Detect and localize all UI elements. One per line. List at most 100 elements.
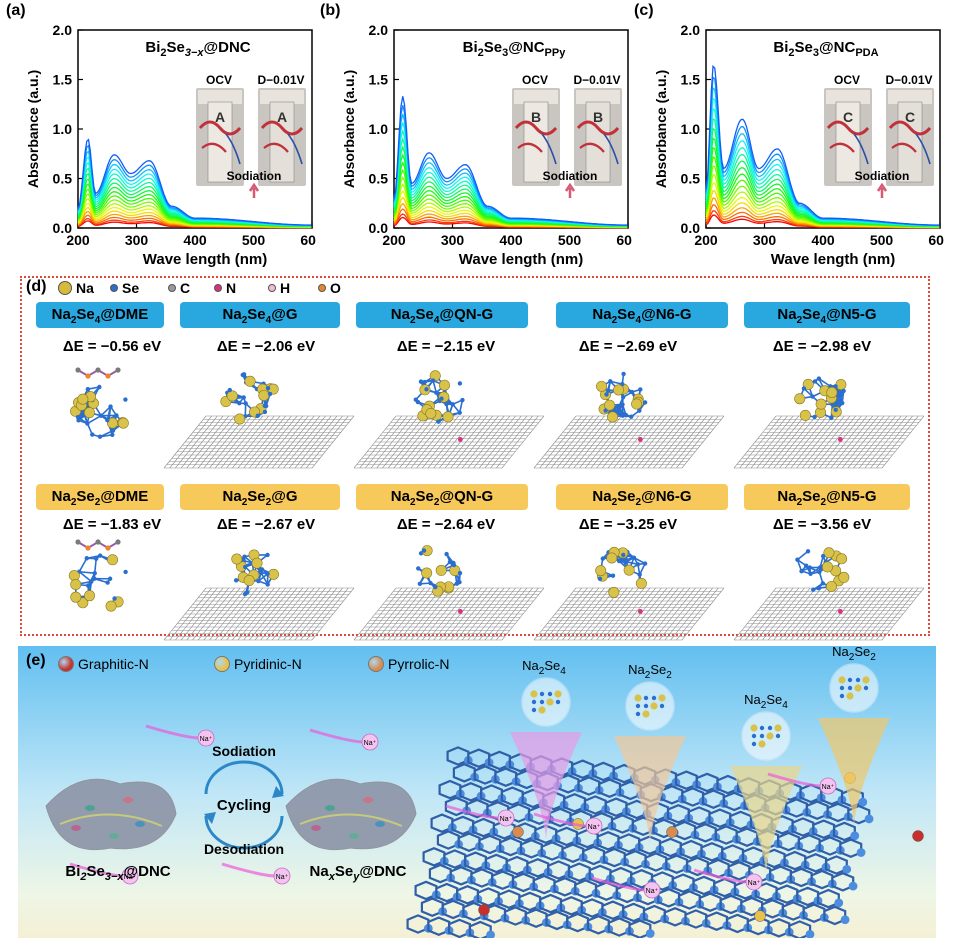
legend-item-se: Se — [110, 280, 139, 296]
graphitic-n-dopant-icon — [58, 656, 74, 672]
y-tick-label: 0.0 — [681, 220, 701, 236]
y-tick-label: 1.5 — [53, 72, 73, 88]
formula-text: Na2Se4@QN-G — [390, 306, 494, 326]
cuvette-letter: B — [531, 109, 541, 125]
x-tick-label: 500 — [558, 232, 582, 248]
dopant-atom — [666, 826, 678, 838]
legend-label: C — [180, 280, 191, 296]
legend-label: Na — [76, 280, 94, 296]
y-tick-label: 2.0 — [681, 22, 701, 38]
photo-label: D−0.01V — [573, 73, 620, 87]
binding-energy: ΔE = −2.67 eV — [216, 516, 316, 533]
dopant-atom — [512, 826, 524, 838]
bubble-formula: Na2Se2 — [628, 662, 672, 681]
legend-item-na: Na — [58, 280, 94, 296]
pyrrolic-n-dopant-icon — [368, 656, 384, 672]
photo-label: OCV — [834, 73, 860, 87]
sodiation-arrow — [876, 182, 888, 198]
photo-label: D−0.01V — [885, 73, 932, 87]
uv-vis-chart-c: 200 300 400 500 600 0.0 0.5 1.0 1.5 2.0 Wave lengt… — [628, 0, 952, 277]
n-atom-icon — [214, 284, 222, 292]
tag-row1-1: Na2Se4@G — [180, 302, 340, 328]
binding-energy: ΔE = −0.56 eV — [62, 338, 162, 355]
y-tick-label: 2.0 — [369, 22, 389, 38]
sodiation-label: Sodiation — [227, 169, 282, 183]
binding-energy: ΔE = −2.06 eV — [216, 338, 316, 355]
y-axis-label: Absorbance (a.u.) — [341, 70, 357, 188]
polyselenide-bubble — [510, 677, 582, 842]
cycling-text: Cycling — [217, 797, 271, 814]
dopant-atom — [754, 910, 766, 922]
y-tick-label: 1.5 — [369, 72, 389, 88]
x-tick-label: 600 — [300, 232, 316, 248]
sodiation-label: Sodiation — [855, 169, 910, 183]
desodiation-arc-arrow — [204, 815, 284, 850]
molecule-cluster — [413, 370, 465, 424]
nitrogen-dopant — [638, 437, 643, 442]
molecule-cluster — [795, 547, 850, 592]
h-atom-icon — [268, 284, 276, 292]
x-axis-label: Wave length (nm) — [143, 251, 267, 268]
pyridinic-n-dopant-icon — [214, 656, 230, 672]
bubble-formula: Na2Se2 — [832, 646, 876, 663]
x-tick-label: 400 — [811, 232, 835, 248]
nitrogen-dopant — [838, 437, 843, 442]
chart-svg: 200 300 400 500 600 0.0 0.5 1.0 1.5 2.0 Wave lengt… — [653, 22, 952, 268]
bubble-formula: Na2Se4 — [522, 658, 566, 677]
na-ion: Na⁺ — [767, 772, 837, 795]
legend-label: Graphitic-N — [78, 656, 149, 672]
cuvette-letter: C — [905, 109, 915, 125]
x-tick-label: 200 — [382, 232, 406, 248]
arrow-head-icon — [272, 786, 284, 798]
photo-label: OCV — [206, 73, 232, 87]
na-ion-label: Na⁺ — [364, 740, 377, 747]
legend-item-graphitic-n: Graphitic-N — [58, 656, 149, 672]
na-ion: Na⁺ — [693, 868, 763, 891]
binding-energy: ΔE = −2.64 eV — [396, 516, 496, 533]
absorbance-curve — [705, 64, 940, 226]
sodiation-arrow — [248, 182, 260, 198]
x-tick-label: 500 — [242, 232, 266, 248]
y-tick-label: 0.5 — [369, 171, 389, 187]
tag-row2-0: Na2Se2@DME — [36, 484, 164, 510]
absorbance-curve — [393, 96, 628, 226]
legend-item-pyrrolic-n: Pyrrolic-N — [368, 656, 449, 672]
bubble-formula: Na2Se4 — [744, 692, 788, 711]
formula-text: Na2Se4@DME — [51, 306, 149, 326]
bi2se3-carbon-sheet — [45, 778, 177, 851]
binding-energy: ΔE = −3.25 eV — [578, 516, 678, 533]
formula-text: Na2Se2@N6-G — [592, 488, 692, 508]
x-tick-label: 300 — [753, 232, 777, 248]
x-tick-label: 400 — [183, 232, 207, 248]
molecule-cluster — [231, 549, 279, 597]
x-tick-label: 200 — [66, 232, 90, 248]
binding-energy: ΔE = −3.56 eV — [772, 516, 872, 533]
na-ion: Na⁺ — [69, 862, 139, 885]
y-tick-label: 1.5 — [681, 72, 701, 88]
arrow-head-icon — [204, 812, 216, 824]
molecule-cluster — [595, 546, 648, 598]
molecule-cluster — [596, 371, 648, 423]
sodiation-arrow — [564, 182, 576, 198]
molecule-cluster — [416, 545, 463, 597]
na-ion: Na⁺ — [221, 862, 291, 885]
y-tick-label: 1.0 — [681, 121, 701, 137]
na-ion-label: Na⁺ — [588, 824, 601, 831]
tag-row2-3: Na2Se2@N6-G — [556, 484, 728, 510]
dme-ligand — [75, 539, 121, 551]
legend-label: H — [280, 280, 291, 296]
y-tick-label: 0.0 — [53, 220, 73, 236]
nitrogen-dopant — [838, 609, 843, 614]
chart-title: Bi2Se3@NCPDA — [773, 39, 878, 59]
cuvette-photo — [574, 88, 622, 186]
binding-energy: ΔE = −2.69 eV — [578, 338, 678, 355]
polyselenide-bubble — [818, 663, 890, 828]
tag-row2-1: Na2Se2@G — [180, 484, 340, 510]
y-tick-label: 0.5 — [53, 171, 73, 187]
desodiation-text: Desodiation — [204, 841, 284, 857]
x-tick-label: 400 — [499, 232, 523, 248]
legend-item-pyridinic-n: Pyridinic-N — [214, 656, 302, 672]
tag-row1-3: Na2Se4@N6-G — [556, 302, 728, 328]
structure-row-svg — [70, 367, 924, 469]
legend-label: Se — [122, 280, 140, 296]
